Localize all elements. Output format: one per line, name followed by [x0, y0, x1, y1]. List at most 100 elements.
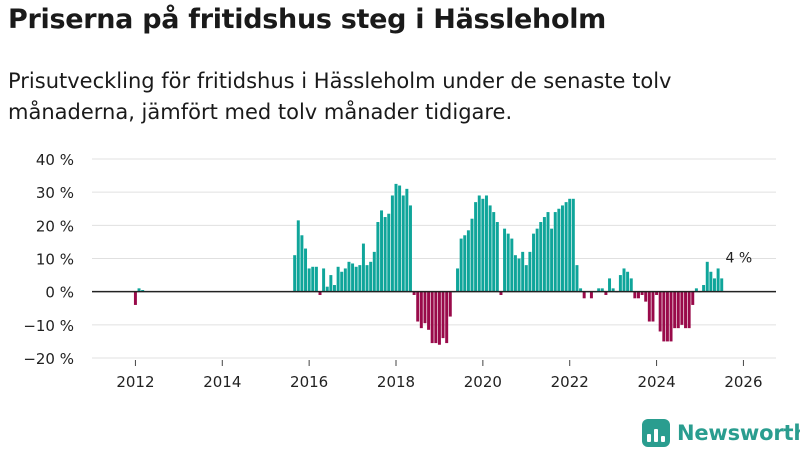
x-tick-label: 2026 — [724, 373, 762, 391]
bar — [644, 291, 648, 302]
bar — [709, 271, 713, 292]
x-tick-label: 2014 — [203, 373, 241, 391]
bar — [456, 268, 460, 292]
bar — [546, 212, 550, 292]
bar — [655, 291, 659, 295]
bar — [358, 265, 362, 292]
bar — [441, 291, 445, 339]
y-axis-labels: −20 % −10 % 0 % 10 % 20 % 30 % 40 % — [23, 151, 74, 368]
gridlines — [92, 158, 776, 359]
y-tick-label: 40 % — [36, 151, 74, 169]
bar — [369, 261, 373, 292]
bar — [694, 288, 698, 292]
bar — [665, 291, 669, 342]
annotations: 4 % — [725, 250, 752, 266]
bar — [669, 291, 673, 342]
bar — [304, 248, 308, 292]
bar — [336, 266, 340, 292]
bar — [684, 291, 688, 329]
bar — [474, 202, 478, 292]
bar — [503, 228, 507, 292]
bar — [557, 208, 561, 292]
bar — [307, 268, 311, 292]
bar — [343, 268, 347, 292]
bar — [318, 291, 322, 295]
bar — [521, 251, 525, 292]
y-tick-label: −10 % — [23, 317, 74, 335]
newsworthy-logo: Newsworthy — [642, 419, 800, 447]
bar — [434, 291, 438, 344]
bar — [575, 265, 579, 292]
bar — [401, 195, 405, 292]
y-tick-label: −20 % — [23, 350, 74, 368]
bar — [405, 188, 409, 292]
bar — [608, 278, 612, 292]
bar — [495, 222, 499, 292]
bar — [408, 205, 412, 292]
bar — [716, 268, 720, 292]
bar — [658, 291, 662, 332]
bar — [445, 291, 449, 344]
bar — [437, 291, 441, 345]
bar — [524, 265, 528, 292]
bar — [618, 275, 622, 292]
bar — [329, 275, 333, 292]
bar — [687, 291, 691, 329]
bar — [372, 251, 376, 292]
bar — [325, 286, 329, 292]
bar — [137, 288, 141, 292]
y-tick-label: 20 % — [36, 217, 74, 235]
bar — [492, 212, 496, 292]
y-tick-label: 30 % — [36, 184, 74, 202]
bar — [680, 291, 684, 325]
bar — [423, 291, 427, 324]
bar — [597, 288, 601, 292]
bar — [484, 195, 488, 292]
bar — [477, 195, 481, 292]
bar — [662, 291, 666, 342]
bar — [568, 198, 572, 292]
chart-title: Priserna på fritidshus steg i Hässleholm — [8, 4, 606, 35]
bar — [705, 261, 709, 292]
bar — [517, 258, 521, 292]
bar — [300, 235, 304, 292]
bar — [539, 222, 543, 292]
bar — [636, 291, 640, 299]
bar — [691, 291, 695, 305]
x-tick-label: 2012 — [116, 373, 154, 391]
bar — [488, 205, 492, 292]
x-tick-label: 2024 — [637, 373, 675, 391]
x-axis-labels: 2012 2014 2016 2018 2020 2022 2024 2026 — [116, 373, 762, 391]
bar — [702, 285, 706, 292]
bar — [647, 291, 651, 322]
bar — [296, 220, 300, 292]
y-tick-label: 10 % — [36, 251, 74, 269]
bar — [513, 255, 517, 292]
bar — [463, 235, 467, 292]
bar — [510, 238, 514, 292]
bar — [528, 251, 532, 292]
bar — [611, 288, 615, 292]
annotation-label: 4 % — [725, 250, 752, 266]
bar — [380, 210, 384, 292]
bar — [535, 228, 539, 292]
bar — [412, 291, 416, 295]
bar — [430, 291, 434, 344]
bar — [604, 291, 608, 295]
bar — [564, 202, 568, 292]
bar — [629, 278, 633, 292]
bar — [133, 291, 137, 305]
bar — [720, 278, 724, 292]
bar — [470, 218, 474, 292]
bar — [387, 213, 391, 292]
bar — [560, 205, 564, 292]
bar — [481, 198, 485, 292]
bar — [322, 268, 326, 292]
bar — [347, 261, 351, 292]
bar — [582, 291, 586, 299]
bar — [640, 291, 644, 295]
bar — [550, 228, 554, 292]
bar — [416, 291, 420, 322]
bar — [712, 278, 716, 292]
